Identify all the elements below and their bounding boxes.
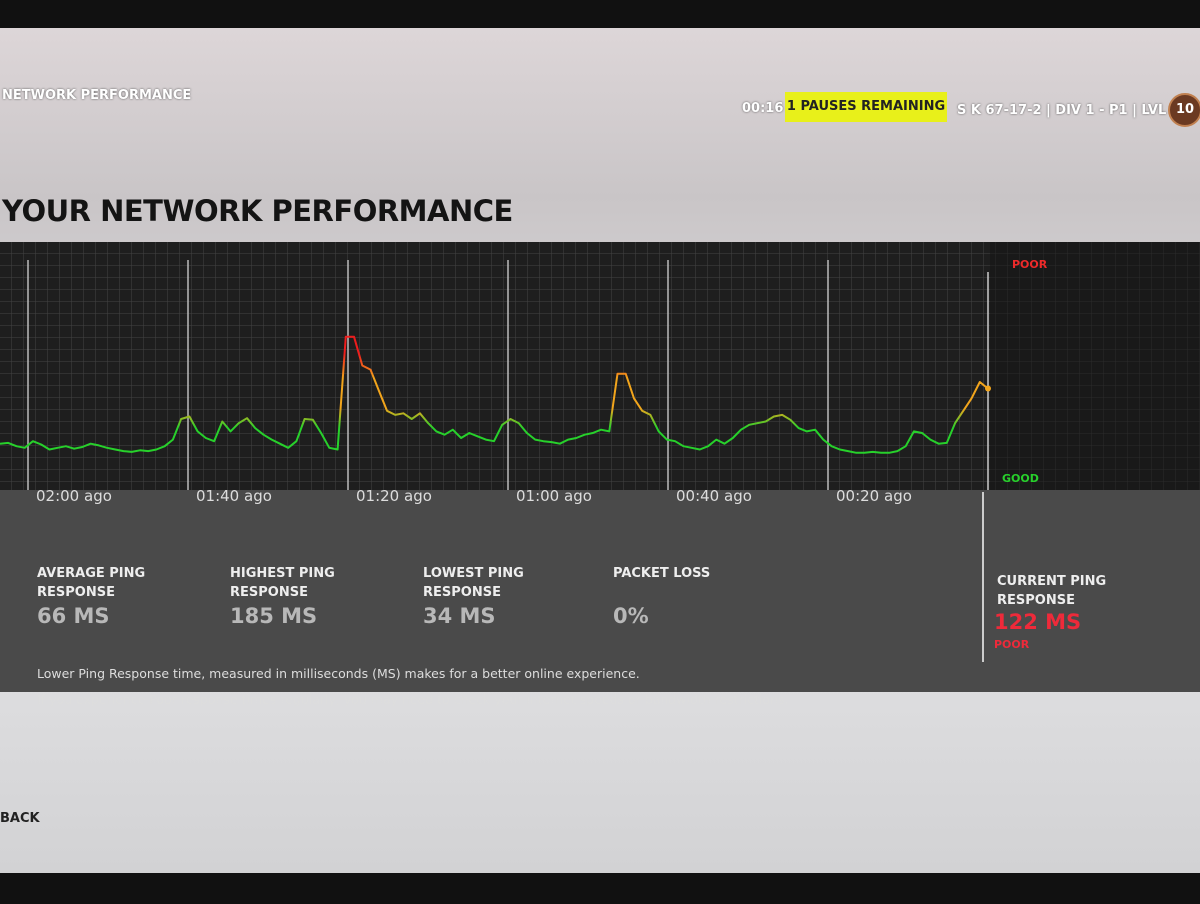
poor-label: POOR	[1012, 258, 1048, 271]
stat-value: 34 MS	[423, 604, 496, 628]
time-label: 02:00 ago	[36, 487, 112, 505]
future-area	[990, 242, 1200, 490]
note: Lower Ping Response time, measured in mi…	[37, 666, 640, 681]
time-label: 01:20 ago	[356, 487, 432, 505]
screen: NETWORK PERFORMANCE 00:16 1 PAUSES REMAI…	[0, 28, 1200, 873]
player-info: S K 67-17-2 | DIV 1 - P1 | LVL 24	[957, 103, 1189, 118]
current-value: 122 MS	[994, 610, 1082, 634]
ping-graph: POOR GOOD	[0, 242, 1200, 490]
stat-value: 66 MS	[37, 604, 110, 628]
note: If you experience Poor response times re…	[37, 692, 789, 707]
time-label: 01:00 ago	[516, 487, 592, 505]
level-badge: 10	[1168, 93, 1200, 127]
stat-value: 0%	[613, 604, 649, 628]
good-label: GOOD	[1002, 472, 1039, 485]
ping-line	[0, 335, 989, 454]
time-label: 00:20 ago	[836, 487, 912, 505]
stat-label: LOWEST PING RESPONSE	[423, 566, 524, 600]
time-label: 01:40 ago	[196, 487, 272, 505]
current-point	[985, 385, 991, 392]
performance-panel: POOR GOOD CURRENT PING RESPONSE 122 MS PO…	[0, 242, 1200, 707]
current-rating: POOR	[994, 638, 1030, 651]
header-title: NETWORK PERFORMANCE	[2, 88, 192, 103]
time-label: 00:40 ago	[676, 487, 752, 505]
stat-label: HIGHEST PING RESPONSE	[230, 566, 335, 600]
back-button[interactable]: BACK	[0, 811, 40, 826]
stat-label: PACKET LOSS	[613, 566, 711, 581]
timer: 00:16	[742, 101, 784, 116]
current-marker-line	[982, 492, 984, 662]
page-title: YOUR NETWORK PERFORMANCE	[2, 194, 513, 228]
pauses-remaining: 1 PAUSES REMAINING	[785, 92, 947, 122]
current-label: CURRENT PING RESPONSE	[997, 574, 1107, 608]
stat-value: 185 MS	[230, 604, 318, 628]
stats-area	[0, 490, 1200, 692]
stat-label: AVERAGE PING RESPONSE	[37, 566, 146, 600]
